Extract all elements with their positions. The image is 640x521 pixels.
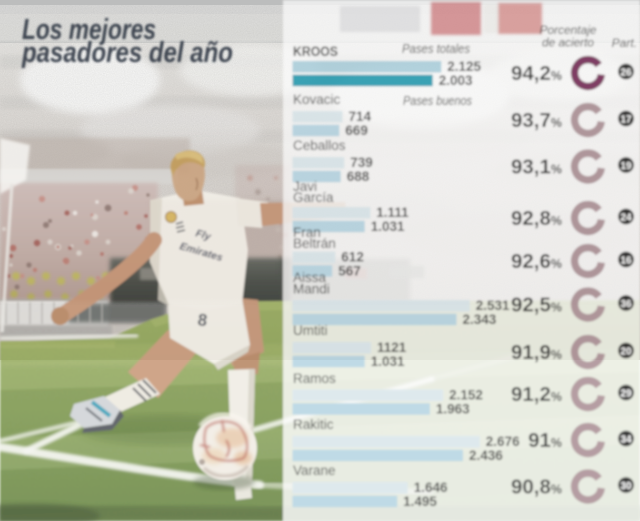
svg-text:669: 669 [345, 123, 368, 138]
svg-text:Fly: Fly [194, 227, 213, 243]
svg-text:2.003: 2.003 [439, 73, 473, 88]
svg-text:2.152: 2.152 [449, 388, 483, 403]
svg-text:Varane: Varane [293, 463, 336, 478]
svg-text:91,2%: 91,2% [511, 383, 562, 406]
svg-text:Beltrán: Beltrán [293, 236, 336, 251]
svg-text:2.676: 2.676 [486, 434, 520, 449]
svg-text:2.125: 2.125 [447, 59, 481, 74]
svg-text:1.495: 1.495 [403, 494, 437, 509]
svg-text:Porcentaje: Porcentaje [540, 23, 597, 37]
svg-text:2.531: 2.531 [476, 298, 510, 313]
svg-text:Mandi: Mandi [293, 282, 330, 297]
svg-text:Los mejores: Los mejores [22, 14, 156, 46]
svg-text:20: 20 [621, 345, 632, 357]
svg-text:92,8%: 92,8% [511, 207, 562, 230]
svg-text:16: 16 [621, 254, 632, 266]
svg-text:17: 17 [621, 113, 632, 125]
svg-text:Pases totales: Pases totales [402, 42, 470, 56]
svg-text:739: 739 [350, 155, 373, 170]
svg-text:92,6%: 92,6% [511, 250, 562, 273]
svg-text:94,2%: 94,2% [511, 62, 562, 85]
svg-text:2.436: 2.436 [469, 448, 503, 463]
svg-text:714: 714 [349, 109, 372, 124]
svg-text:García: García [293, 190, 334, 205]
svg-text:1.031: 1.031 [371, 354, 405, 369]
svg-text:612: 612 [341, 250, 364, 265]
svg-text:19: 19 [621, 160, 632, 172]
svg-text:90,8%: 90,8% [511, 476, 562, 499]
svg-text:Umtiti: Umtiti [293, 323, 328, 338]
svg-text:de acierto: de acierto [542, 36, 594, 50]
svg-text:1.963: 1.963 [436, 401, 470, 416]
svg-text:34: 34 [621, 433, 632, 445]
svg-text:91,9%: 91,9% [511, 341, 562, 364]
svg-text:93,1%: 93,1% [511, 156, 562, 179]
svg-text:24: 24 [621, 211, 632, 223]
svg-text:Ramos: Ramos [293, 371, 336, 386]
svg-text:Pases buenos: Pases buenos [403, 94, 472, 108]
svg-text:93,7%: 93,7% [511, 109, 562, 132]
svg-text:8: 8 [196, 310, 208, 330]
svg-text:1.111: 1.111 [376, 205, 409, 220]
svg-text:92,5%: 92,5% [511, 294, 562, 317]
svg-text:29: 29 [621, 387, 632, 399]
svg-text:1.646: 1.646 [414, 480, 448, 495]
svg-text:pasadores del año: pasadores del año [21, 37, 233, 69]
svg-text:Ceballos: Ceballos [293, 138, 346, 153]
svg-text:567: 567 [338, 263, 361, 278]
svg-text:Part.: Part. [612, 36, 637, 50]
svg-text:30: 30 [621, 480, 632, 492]
svg-text:1121: 1121 [377, 340, 407, 355]
svg-text:Rakitic: Rakitic [293, 417, 334, 432]
svg-text:KROOS: KROOS [293, 44, 338, 59]
svg-text:Kovacic: Kovacic [293, 92, 341, 107]
svg-text:Fran: Fran [293, 225, 321, 240]
svg-text:1.031: 1.031 [371, 219, 405, 234]
svg-text:26: 26 [621, 66, 632, 78]
svg-text:Aissa: Aissa [293, 270, 327, 285]
svg-text:2.343: 2.343 [463, 312, 497, 327]
svg-text:36: 36 [621, 298, 632, 310]
svg-text:Javi: Javi [293, 179, 317, 194]
svg-text:91%: 91% [528, 429, 562, 452]
svg-text:688: 688 [347, 169, 370, 184]
